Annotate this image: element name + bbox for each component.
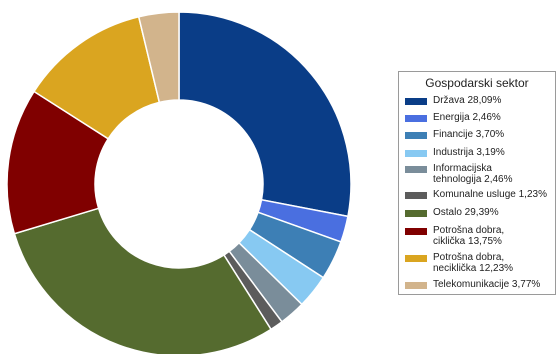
legend-title: Gospodarski sektor [399,76,555,90]
legend: Gospodarski sektor Država 28,09% Energija… [398,71,556,295]
legend-swatch [405,192,427,199]
donut-chart [0,0,390,354]
legend-swatch [405,98,427,105]
legend-item: Komunalne usluge 1,23% [405,189,555,200]
legend-swatch [405,255,427,262]
legend-label: Potrošna dobra, neciklička 12,23% [433,252,513,274]
donut-slice-6 [14,208,271,354]
legend-swatch [405,228,427,235]
legend-label: Industrija 3,19% [433,147,505,158]
legend-label: Ostalo 29,39% [433,207,499,218]
legend-item: Potrošna dobra, ciklička 13,75% [405,225,555,247]
legend-item: Potrošna dobra, neciklička 12,23% [405,252,555,274]
legend-item: Telekomunikacije 3,77% [405,279,555,290]
legend-label: Informacijska tehnologija 2,46% [433,163,513,185]
legend-label: Telekomunikacije 3,77% [433,279,540,290]
legend-swatch [405,282,427,289]
donut-slice-0 [179,12,351,216]
legend-label: Potrošna dobra, ciklička 13,75% [433,225,504,247]
legend-label: Država 28,09% [433,95,501,106]
legend-swatch [405,166,427,173]
legend-label: Komunalne usluge 1,23% [433,189,547,200]
legend-swatch [405,150,427,157]
legend-swatch [405,115,427,122]
legend-item: Financije 3,70% [405,129,555,140]
legend-label: Energija 2,46% [433,112,501,123]
legend-swatch [405,132,427,139]
legend-item: Energija 2,46% [405,112,555,123]
legend-item: Ostalo 29,39% [405,207,555,218]
legend-label: Financije 3,70% [433,129,504,140]
legend-item: Industrija 3,19% [405,147,555,158]
legend-swatch [405,210,427,217]
legend-item: Država 28,09% [405,95,555,106]
legend-item: Informacijska tehnologija 2,46% [405,163,555,185]
